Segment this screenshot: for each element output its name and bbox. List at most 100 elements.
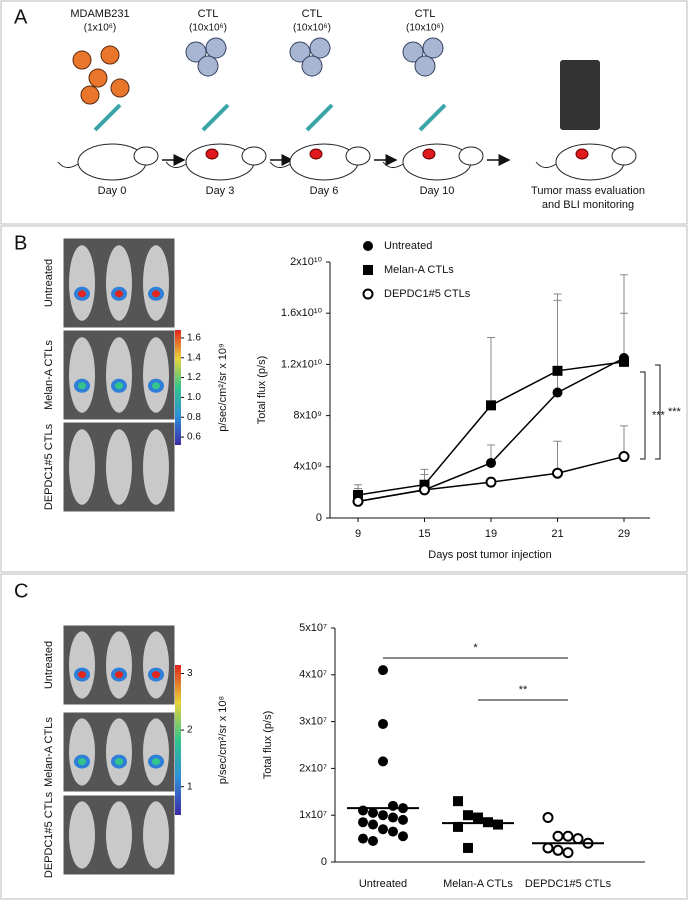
tumor bbox=[205, 148, 219, 160]
mouse-silhouette bbox=[106, 718, 132, 786]
y-axis-label: Total flux (p/s) bbox=[262, 711, 274, 779]
mouse-body bbox=[555, 143, 625, 181]
x-tick-label: 15 bbox=[418, 528, 430, 540]
cell-label: CTL bbox=[415, 8, 436, 20]
marker bbox=[552, 365, 563, 376]
marker bbox=[353, 489, 363, 500]
colorbar bbox=[175, 665, 181, 815]
signal bbox=[78, 671, 86, 679]
tumor-cell bbox=[100, 45, 120, 65]
mouse-silhouette bbox=[106, 337, 132, 413]
marker bbox=[542, 842, 554, 854]
mouse-silhouette bbox=[143, 801, 169, 869]
x-axis-label: Days post tumor injection bbox=[428, 549, 552, 561]
mouse-body bbox=[402, 143, 472, 181]
y-axis-label: Total flux (p/s) bbox=[256, 356, 268, 424]
cell-label: MDAMB231 bbox=[70, 8, 129, 20]
x-tick-label: 21 bbox=[551, 528, 563, 540]
mouse-silhouette bbox=[143, 429, 169, 505]
panel-label: C bbox=[14, 580, 28, 602]
ctl-cell bbox=[185, 41, 207, 63]
mouse-silhouette bbox=[106, 631, 132, 699]
significance-label: * bbox=[473, 642, 478, 654]
marker bbox=[552, 387, 563, 398]
day-label: Day 10 bbox=[420, 185, 455, 197]
marker bbox=[388, 826, 398, 837]
significance-label: *** bbox=[652, 409, 666, 421]
marker bbox=[542, 812, 554, 824]
mouse-tail bbox=[57, 161, 79, 168]
signal bbox=[115, 758, 123, 766]
marker bbox=[368, 807, 378, 818]
marker bbox=[619, 356, 629, 367]
day-label: Day 3 bbox=[206, 185, 235, 197]
ctl-cell bbox=[402, 41, 424, 63]
x-tick-label: Untreated bbox=[359, 878, 407, 890]
mouse-silhouette bbox=[69, 801, 95, 869]
y-tick-label: 2x10⁷ bbox=[299, 762, 327, 774]
marker bbox=[352, 495, 364, 507]
cell-label: CTL bbox=[302, 8, 323, 20]
signal bbox=[115, 290, 123, 298]
marker bbox=[398, 831, 408, 842]
marker bbox=[453, 796, 463, 807]
marker bbox=[362, 288, 374, 300]
row-label: DEPDC1#5 CTLs bbox=[43, 791, 55, 878]
marker bbox=[552, 467, 563, 479]
marker bbox=[388, 800, 398, 811]
panel-label: A bbox=[14, 6, 28, 28]
mouse-silhouette bbox=[69, 245, 95, 321]
mouse-body bbox=[77, 143, 147, 181]
marker bbox=[358, 833, 368, 844]
syringe bbox=[305, 103, 334, 132]
tumor-cell bbox=[88, 68, 108, 88]
tumor-cell bbox=[80, 85, 100, 105]
marker bbox=[378, 810, 388, 821]
error-bar bbox=[620, 274, 628, 362]
significance-label: ** bbox=[519, 684, 528, 696]
final-label: and BLI monitoring bbox=[542, 199, 634, 211]
signal bbox=[78, 290, 86, 298]
significance-bracket bbox=[640, 371, 646, 460]
colorbar-tick-label: 1.4 bbox=[187, 352, 201, 363]
mouse-tail bbox=[382, 161, 404, 168]
colorbar-tick-label: 1 bbox=[187, 781, 193, 792]
mouse-silhouette bbox=[106, 429, 132, 505]
legend-label: DEPDC1#5 CTLs bbox=[384, 288, 471, 300]
mouse-silhouette bbox=[143, 718, 169, 786]
cell-dose: (10x10⁶) bbox=[293, 23, 331, 34]
mouse-silhouette bbox=[143, 245, 169, 321]
marker bbox=[378, 718, 388, 729]
syringe bbox=[201, 103, 230, 132]
colorbar-tick-label: 1.6 bbox=[187, 333, 201, 344]
mouse-silhouette bbox=[69, 631, 95, 699]
x-tick-label: 9 bbox=[355, 528, 361, 540]
legend-label: Untreated bbox=[384, 240, 432, 252]
imager bbox=[560, 60, 600, 130]
marker bbox=[486, 457, 496, 468]
y-tick-label: 0 bbox=[316, 512, 322, 524]
marker bbox=[552, 844, 564, 856]
signal bbox=[152, 290, 160, 298]
cell-dose: (10x10⁶) bbox=[189, 23, 227, 34]
marker bbox=[485, 476, 497, 488]
y-tick-label: 1x10⁷ bbox=[299, 809, 327, 821]
mouse-silhouette bbox=[106, 801, 132, 869]
y-tick-label: 1.2x10¹⁰ bbox=[281, 358, 323, 370]
significance-bracket bbox=[655, 364, 661, 460]
y-tick-label: 3x10⁷ bbox=[299, 716, 327, 728]
marker bbox=[378, 756, 388, 767]
panel-label: B bbox=[14, 232, 27, 254]
marker bbox=[358, 817, 368, 828]
mouse-body bbox=[289, 143, 359, 181]
ctl-cell bbox=[197, 55, 219, 77]
y-tick-label: 0 bbox=[321, 856, 327, 868]
marker bbox=[562, 847, 574, 859]
signal bbox=[78, 382, 86, 390]
row-label: Melan-A CTLs bbox=[43, 340, 55, 410]
marker bbox=[398, 814, 408, 825]
colorbar-tick-label: 0.6 bbox=[187, 432, 201, 443]
final-label: Tumor mass evaluation bbox=[531, 185, 645, 197]
mouse-silhouette bbox=[106, 245, 132, 321]
ctl-cell bbox=[289, 41, 311, 63]
